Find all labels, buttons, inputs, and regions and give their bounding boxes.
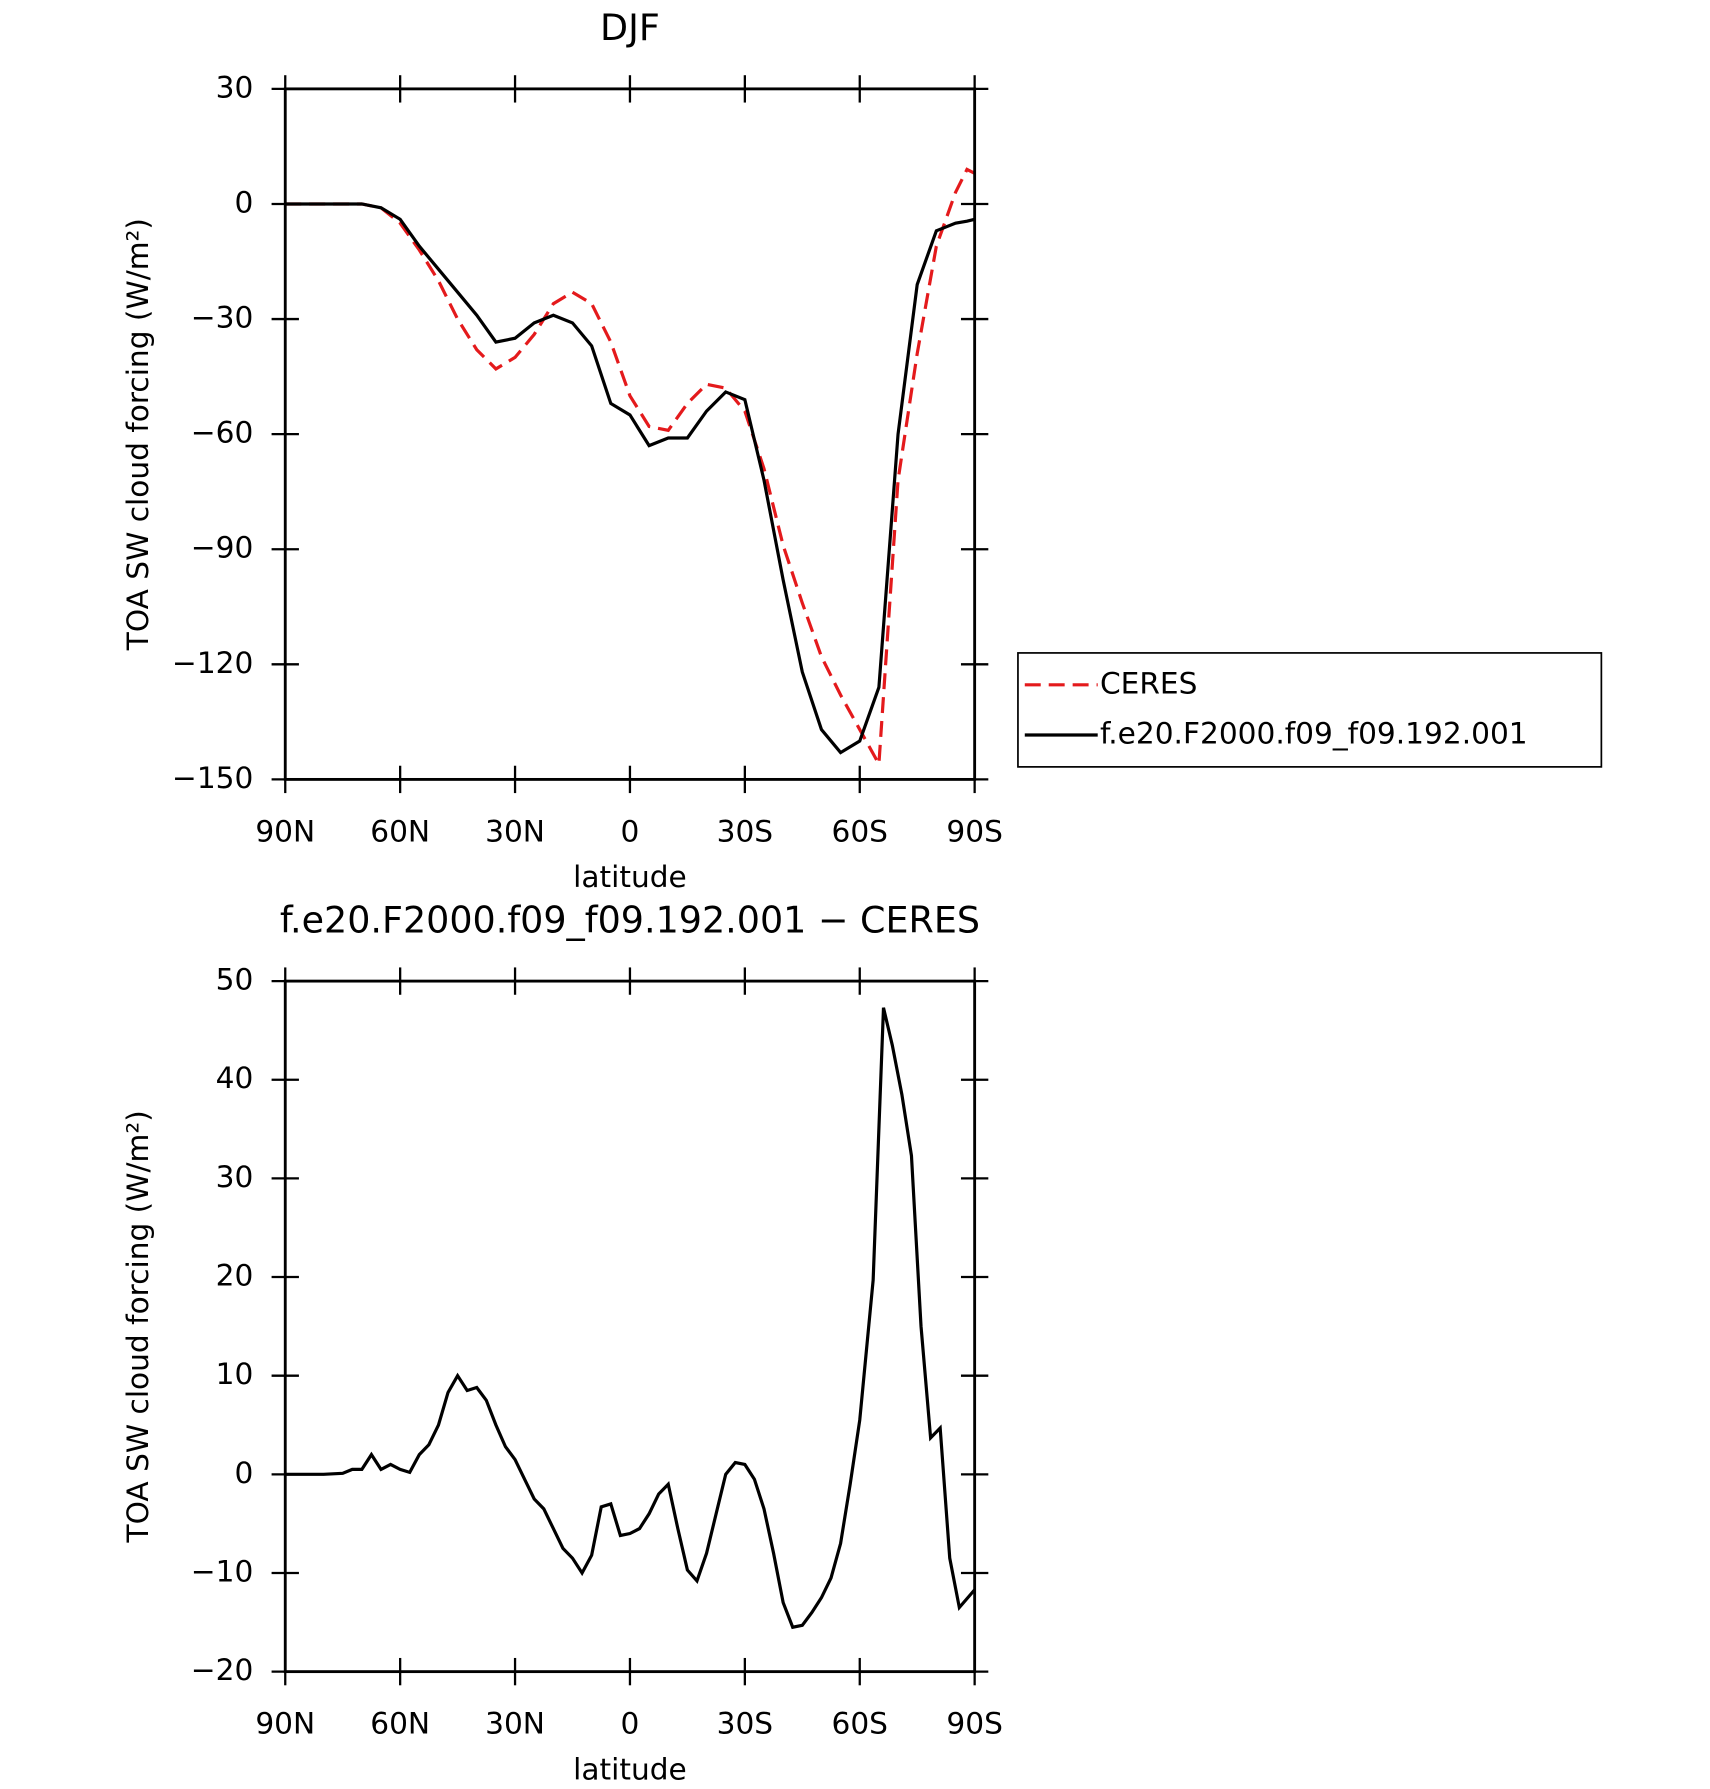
x-tick-label: 90N [255, 1707, 315, 1741]
y-tick-label: −10 [191, 1554, 254, 1588]
y-tick-label: −20 [191, 1653, 254, 1687]
x-tick-label: 30S [717, 1707, 773, 1741]
data-line [285, 167, 976, 770]
plot-frame [283, 979, 977, 1674]
y-tick-label: 40 [216, 1061, 254, 1095]
y-tick-label: −30 [191, 301, 254, 335]
x-tick-label: 60N [370, 1707, 430, 1741]
y-tick-label: 0 [235, 1456, 254, 1490]
x-tick-label: 30N [485, 1707, 545, 1741]
x-axis-label: latitude [573, 860, 687, 894]
legend-box [1017, 652, 1603, 768]
y-tick-label: 30 [216, 70, 254, 104]
legend-label: CERES [1100, 666, 1197, 700]
x-tick-label: 90S [946, 1707, 1002, 1741]
chart-title: f.e20.F2000.f09_f09.192.001 − CERES [280, 898, 980, 941]
y-tick-label: −60 [191, 416, 254, 450]
data-line [285, 1007, 976, 1630]
x-tick-label: 60S [832, 1707, 888, 1741]
y-tick-label: −150 [172, 761, 253, 795]
plot-frame [283, 87, 977, 781]
legend-label: f.e20.F2000.f09_f09.192.001 [1100, 716, 1528, 750]
x-tick-label: 30S [717, 814, 773, 848]
data-line [285, 202, 976, 755]
x-tick-label: 0 [621, 1707, 640, 1741]
x-tick-label: 90S [946, 814, 1002, 848]
y-tick-label: 50 [216, 963, 254, 997]
chart-title: DJF [600, 6, 660, 49]
x-tick-label: 60S [832, 814, 888, 848]
y-tick-label: 10 [216, 1357, 254, 1391]
y-tick-label: 20 [216, 1259, 254, 1293]
x-tick-label: 0 [621, 814, 640, 848]
y-tick-label: 30 [216, 1160, 254, 1194]
y-axis-label: TOA SW cloud forcing (W/m²) [121, 218, 155, 651]
x-tick-label: 90N [255, 814, 315, 848]
y-axis-label: TOA SW cloud forcing (W/m²) [121, 1110, 155, 1543]
x-tick-label: 60N [370, 814, 430, 848]
y-tick-label: −120 [172, 646, 253, 680]
y-tick-label: −90 [191, 531, 254, 565]
x-tick-label: 30N [485, 814, 545, 848]
x-axis-label: latitude [573, 1752, 687, 1786]
y-tick-label: 0 [235, 185, 254, 219]
